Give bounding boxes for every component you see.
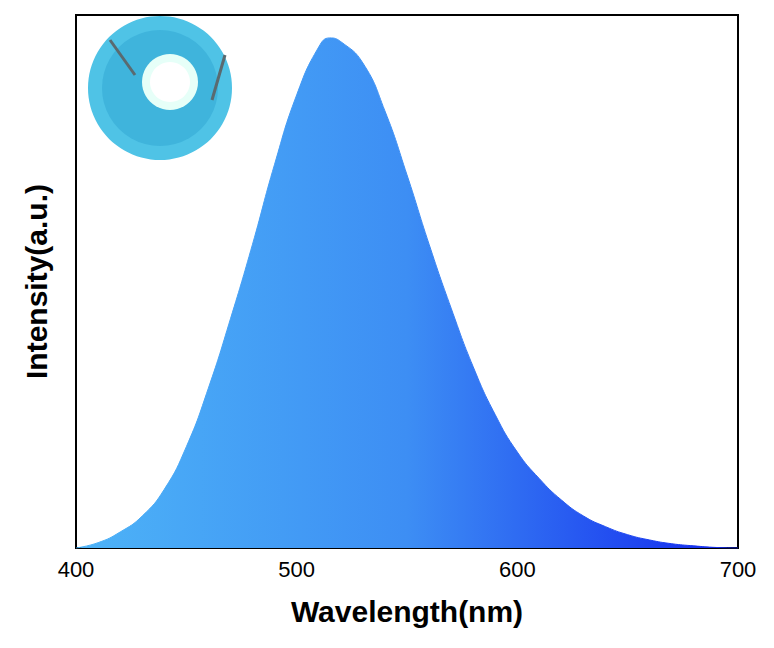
- svg-text:Wavelength(nm): Wavelength(nm): [291, 595, 523, 628]
- svg-text:400: 400: [58, 557, 95, 582]
- svg-text:500: 500: [278, 557, 315, 582]
- svg-text:600: 600: [499, 557, 536, 582]
- svg-text:700: 700: [720, 557, 757, 582]
- svg-text:Intensity(a.u.): Intensity(a.u.): [20, 184, 53, 379]
